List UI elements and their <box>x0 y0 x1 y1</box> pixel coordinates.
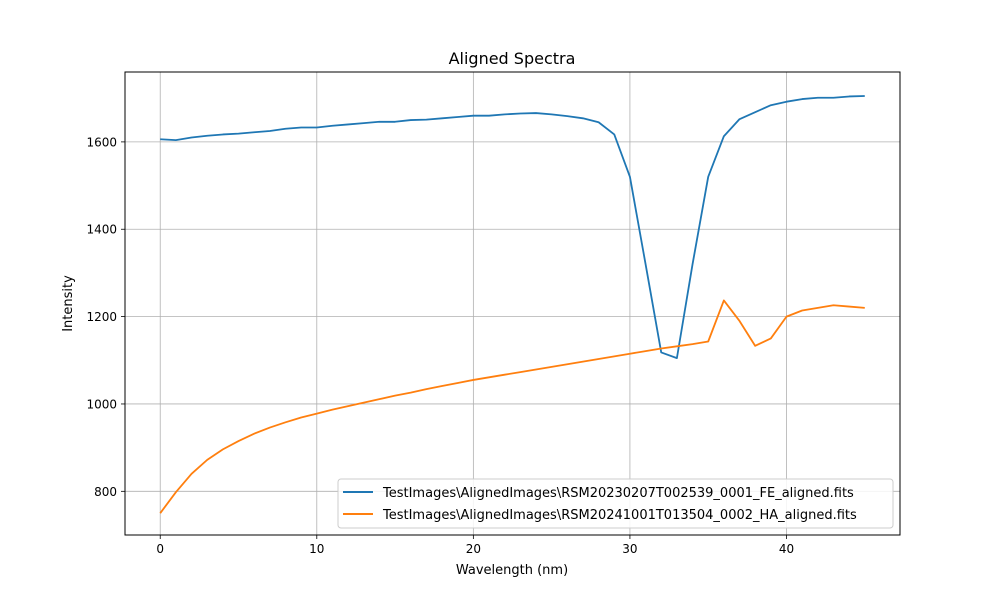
y-axis-ticks: 800 1000 1200 1400 1600 <box>86 135 125 499</box>
x-tick-label: 0 <box>156 542 164 556</box>
y-tick-label: 1600 <box>86 135 117 149</box>
legend-entry-fe: TestImages\AlignedImages\RSM20230207T002… <box>382 486 854 501</box>
x-tick-label: 40 <box>779 542 794 556</box>
y-tick-label: 1000 <box>86 397 117 411</box>
chart-title: Aligned Spectra <box>449 49 576 68</box>
series-line-fe <box>160 95 865 360</box>
legend: TestImages\AlignedImages\RSM20230207T002… <box>337 478 894 529</box>
x-tick-label: 20 <box>466 542 481 556</box>
legend-box <box>337 478 894 529</box>
y-tick-label: 800 <box>94 485 117 499</box>
y-tick-label: 1400 <box>86 223 117 237</box>
x-tick-label: 10 <box>309 542 324 556</box>
plot-area-frame <box>124 71 901 536</box>
y-axis-label: Intensity <box>61 275 76 332</box>
x-tick-label: 30 <box>622 542 637 556</box>
legend-entry-ha: TestImages\AlignedImages\RSM20241001T013… <box>382 508 857 523</box>
series-layer <box>159 95 865 514</box>
y-tick-label: 1200 <box>86 310 117 324</box>
x-axis-label: Wavelength (nm) <box>456 563 568 578</box>
series-line-ha <box>159 299 865 514</box>
x-axis-ticks: 0 10 20 30 40 <box>156 535 794 556</box>
